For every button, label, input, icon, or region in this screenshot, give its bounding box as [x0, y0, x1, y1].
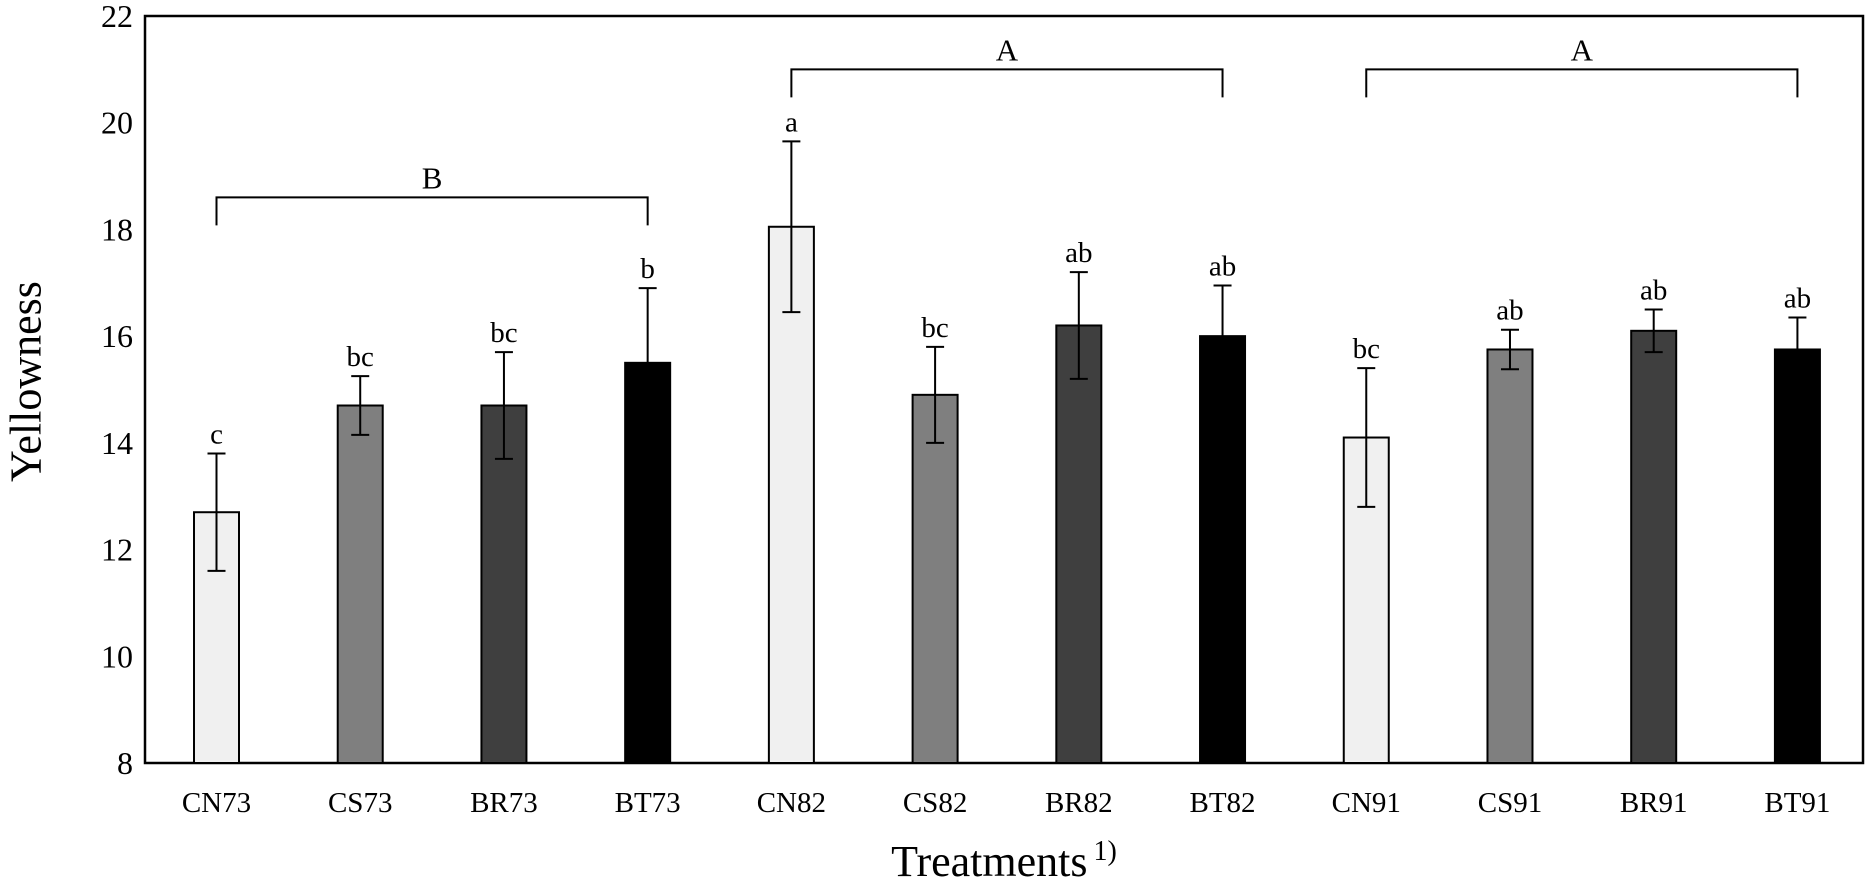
error-bar-BT82	[1213, 284, 1232, 388]
bar-BR73	[480, 404, 528, 764]
error-bar-BT73	[638, 287, 657, 439]
group-bracket-label-3: A	[1571, 32, 1594, 67]
significance-letter-BT82: ab	[1209, 250, 1236, 282]
group-bracket-3	[1365, 68, 1799, 98]
bar-BT91	[1773, 348, 1821, 764]
error-bar-BT91	[1788, 316, 1807, 383]
x-tick-label-BT73: BT73	[615, 787, 681, 819]
group-bracket-1	[215, 196, 649, 226]
x-tick-label-BR91: BR91	[1620, 787, 1688, 819]
x-axis-title: Treatments 1)	[145, 836, 1863, 885]
x-tick-label-CS91: CS91	[1478, 787, 1542, 819]
y-tick-label-18: 18	[101, 211, 133, 247]
x-tick-label-CS73: CS73	[328, 787, 392, 819]
plot-border	[143, 14, 1865, 765]
y-tick-label-12: 12	[101, 532, 133, 568]
x-tick-label-CN91: CN91	[1332, 787, 1401, 819]
error-bar-BR82	[1069, 271, 1088, 380]
x-tick-label-CS82: CS82	[903, 787, 967, 819]
y-tick-label-22: 22	[101, 0, 133, 34]
x-tick-label-BT82: BT82	[1190, 787, 1256, 819]
bar-BT82	[1199, 335, 1247, 764]
error-bar-BR73	[494, 351, 513, 460]
significance-letter-BT73: b	[640, 253, 655, 285]
group-bracket-label-1: B	[422, 160, 443, 195]
x-tick-label-BT91: BT91	[1764, 787, 1830, 819]
error-bar-BR91	[1644, 308, 1663, 354]
bar-CS73	[336, 404, 384, 764]
group-bracket-label-2: A	[996, 32, 1019, 67]
bar-BR91	[1630, 329, 1678, 764]
x-tick-label-BR73: BR73	[470, 787, 538, 819]
group-bracket-2	[790, 68, 1224, 98]
y-tick-label-14: 14	[101, 425, 133, 461]
bar-CS91	[1486, 348, 1534, 764]
x-axis-title-text: Treatments	[891, 837, 1088, 885]
significance-letter-CS82: bc	[921, 312, 948, 344]
x-axis-title-superscript: 1)	[1093, 836, 1117, 868]
significance-letter-CN73: c	[210, 419, 223, 451]
error-bar-CN73	[207, 452, 226, 572]
significance-letter-CS91: ab	[1496, 295, 1523, 327]
x-tick-label-BR82: BR82	[1045, 787, 1113, 819]
bar-BR82	[1055, 324, 1103, 764]
y-tick-label-8: 8	[117, 745, 133, 781]
significance-letter-CN91: bc	[1353, 333, 1380, 365]
x-tick-label-CN73: CN73	[182, 787, 251, 819]
y-axis-title: Yellowness	[1, 281, 51, 483]
y-tick-label-10: 10	[101, 638, 133, 674]
significance-letter-CN82: a	[785, 106, 798, 138]
significance-letter-BR82: ab	[1065, 237, 1092, 269]
error-bar-CN82	[782, 140, 801, 314]
significance-letter-BT91: ab	[1784, 282, 1811, 314]
significance-letter-BR73: bc	[490, 317, 517, 349]
error-bar-CS73	[351, 375, 370, 436]
y-tick-label-20: 20	[101, 105, 133, 141]
error-bar-CS91	[1500, 328, 1519, 371]
error-bar-CN91	[1357, 367, 1376, 508]
significance-letter-CS73: bc	[347, 341, 374, 373]
x-tick-label-CN82: CN82	[757, 787, 826, 819]
bar-CS82	[911, 393, 959, 764]
significance-letter-BR91: ab	[1640, 274, 1667, 306]
error-bar-CS82	[926, 345, 945, 444]
y-tick-label-16: 16	[101, 318, 133, 354]
